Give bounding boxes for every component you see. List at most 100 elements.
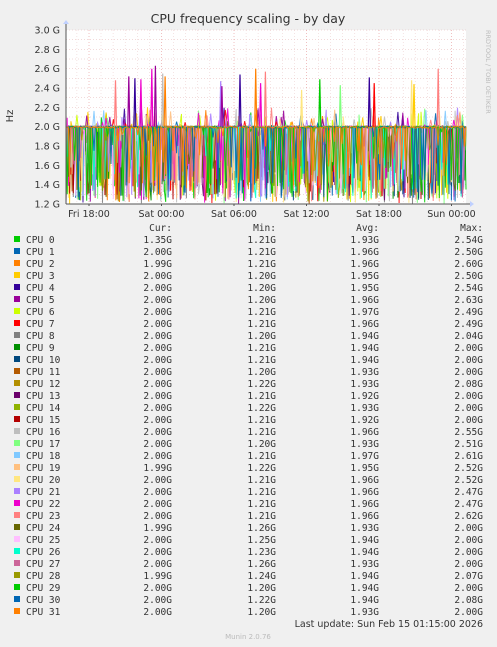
legend-value-min: 1.21G [247, 235, 276, 246]
legend-value-avg: 1.96G [350, 487, 379, 498]
rrdtool-credit: RRDTOOL / TOBI OETIKER [484, 30, 492, 114]
spike-line [300, 89, 304, 127]
legend-swatch [14, 332, 20, 338]
legend-value-avg: 1.92G [350, 415, 379, 426]
x-tick-labels: Fri 18:00 Sat 00:00 Sat 06:00 Sat 12:00 Sat … [68, 204, 476, 220]
y-tick-label: 1.4 G [35, 180, 61, 191]
legend-value-min: 1.21G [247, 319, 276, 330]
spike-line [220, 86, 224, 127]
legend-table: Cur: Min: Avg: Max: CPU 0 1.35G 1.21G 1.93G 2.54… [14, 223, 483, 618]
legend-header-min: Min: [253, 223, 276, 234]
legend-swatch [14, 356, 20, 362]
legend-value-avg: 1.96G [350, 295, 379, 306]
legend-series-name: CPU 24 [26, 523, 61, 534]
legend-value-max: 2.51G [454, 439, 483, 450]
legend-value-cur: 2.00G [143, 607, 172, 618]
legend-value-min: 1.20G [247, 271, 276, 282]
legend-value-max: 2.47G [454, 499, 483, 510]
legend-swatch [14, 500, 20, 506]
legend-value-max: 2.63G [454, 295, 483, 306]
legend-value-max: 2.55G [454, 427, 483, 438]
legend-series-name: CPU 17 [26, 439, 60, 450]
legend-value-min: 1.21G [247, 499, 276, 510]
legend-value-avg: 1.93G [350, 439, 379, 450]
legend-swatch [14, 428, 20, 434]
legend-value-avg: 1.93G [350, 403, 379, 414]
y-tick-label: 3.0 G [35, 26, 61, 37]
legend-value-min: 1.20G [247, 283, 276, 294]
legend-value-avg: 1.94G [350, 355, 379, 366]
spike-line [153, 65, 157, 127]
spike-line [436, 68, 440, 127]
legend-swatch [14, 596, 20, 602]
legend-value-cur: 2.00G [143, 595, 172, 606]
axes [63, 20, 474, 207]
legend-value-min: 1.22G [247, 463, 276, 474]
legend-value-max: 2.07G [454, 571, 483, 582]
spike-line [259, 83, 263, 127]
spike-line [133, 78, 137, 127]
legend-value-min: 1.20G [247, 583, 276, 594]
spike-line [163, 76, 167, 127]
legend-swatch [14, 368, 20, 374]
legend-value-cur: 2.00G [143, 379, 172, 390]
legend-value-max: 2.47G [454, 487, 483, 498]
legend-series-name: CPU 23 [26, 511, 60, 522]
legend-swatch [14, 608, 20, 614]
legend-value-min: 1.20G [247, 331, 276, 342]
legend-value-max: 2.00G [454, 343, 483, 354]
x-tick-label: Sat 06:00 [211, 209, 257, 220]
legend-value-max: 2.50G [454, 247, 483, 258]
legend-value-cur: 2.00G [143, 271, 172, 282]
legend-value-max: 2.50G [454, 271, 483, 282]
legend-value-min: 1.21G [247, 475, 276, 486]
legend-swatch [14, 464, 20, 470]
legend-value-avg: 1.94G [350, 331, 379, 342]
legend-series-name: CPU 10 [26, 355, 61, 366]
legend-value-cur: 1.99G [143, 259, 172, 270]
legend-value-min: 1.23G [247, 547, 276, 558]
legend-value-cur: 2.00G [143, 295, 172, 306]
legend-value-cur: 2.00G [143, 451, 172, 462]
legend-value-cur: 2.00G [143, 391, 172, 402]
legend-value-avg: 1.96G [350, 427, 379, 438]
spike-line [410, 80, 414, 127]
legend-swatch [14, 476, 20, 482]
y-tick-label: 2.8 G [35, 45, 61, 56]
legend-series-name: CPU 11 [26, 367, 61, 378]
spike-line [150, 68, 154, 127]
legend-value-min: 1.20G [247, 439, 276, 450]
legend-value-max: 2.00G [454, 403, 483, 414]
legend-value-avg: 1.93G [350, 559, 379, 570]
spike-line [263, 71, 267, 127]
y-tick-label: 1.2 G [35, 200, 61, 211]
spike-line [372, 83, 376, 127]
legend-value-max: 2.54G [454, 235, 483, 246]
y-tick-label: 1.6 G [35, 161, 61, 172]
legend-value-cur: 2.00G [143, 547, 172, 558]
legend-value-avg: 1.96G [350, 499, 379, 510]
legend-value-cur: 2.00G [143, 247, 172, 258]
legend-value-avg: 1.94G [350, 547, 379, 558]
legend-value-cur: 2.00G [143, 535, 172, 546]
legend-value-avg: 1.96G [350, 475, 379, 486]
legend-swatch [14, 488, 20, 494]
munin-version: Munin 2.0.76 [225, 633, 271, 641]
legend-value-min: 1.21G [247, 487, 276, 498]
legend-value-min: 1.20G [247, 367, 276, 378]
legend-value-cur: 1.35G [143, 235, 172, 246]
legend-value-min: 1.21G [247, 355, 276, 366]
spike-line [367, 77, 371, 127]
legend-value-cur: 2.00G [143, 307, 172, 318]
legend-value-avg: 1.93G [350, 367, 379, 378]
legend-series-name: CPU 13 [26, 391, 60, 402]
legend-value-max: 2.52G [454, 475, 483, 486]
legend-swatch [14, 524, 20, 530]
legend-value-cur: 2.00G [143, 355, 172, 366]
legend-value-avg: 1.93G [350, 379, 379, 390]
legend-series-name: CPU 4 [26, 283, 55, 294]
series-line-cpu-31 [65, 124, 467, 202]
legend-value-max: 2.00G [454, 583, 483, 594]
legend-value-avg: 1.96G [350, 247, 379, 258]
